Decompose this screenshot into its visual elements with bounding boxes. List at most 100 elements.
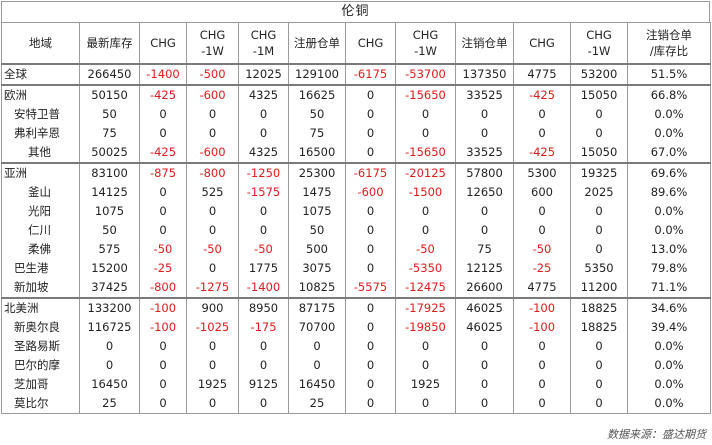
value-cell: -5575 xyxy=(345,278,396,298)
value-cell: 0 xyxy=(345,297,396,318)
table-row: 釜山 14125 0 525 -1575 1475 -600 -1500 12650 600 202… xyxy=(1,183,711,202)
table-row: 光阳 1075 0 0 0 1075 0 0 0 0 0 0.0% xyxy=(1,202,711,221)
value-cell: 25300 xyxy=(288,162,346,183)
value-cell: 0 xyxy=(139,221,187,240)
value-cell: 0.0% xyxy=(627,394,711,414)
value-cell: 0 xyxy=(455,356,514,375)
value-cell: 600 xyxy=(513,183,571,202)
value-cell: -500 xyxy=(186,63,239,85)
value-cell: 25 xyxy=(288,394,346,414)
value-cell: 51.5% xyxy=(627,63,711,85)
value-cell: 0 xyxy=(345,124,396,143)
region-name: 全球 xyxy=(1,63,80,85)
value-cell: 0 xyxy=(395,394,456,414)
value-cell: -100 xyxy=(139,297,187,318)
table-row: 新加坡 37425 -800 -1275 -1400 10825 -5575 -12475 26… xyxy=(1,278,711,298)
value-cell: 15050 xyxy=(570,84,628,105)
value-cell: 0.0% xyxy=(627,105,711,124)
value-cell: 87175 xyxy=(288,297,346,318)
value-cell: -20125 xyxy=(395,162,456,183)
value-cell: 15050 xyxy=(570,143,628,163)
value-cell: 0 xyxy=(139,105,187,124)
value-cell: 83100 xyxy=(79,162,140,183)
value-cell: -425 xyxy=(139,143,187,163)
value-cell: 0 xyxy=(238,394,289,414)
value-cell: 0.0% xyxy=(627,375,711,394)
value-cell: 0 xyxy=(455,394,514,414)
value-cell: 0 xyxy=(186,259,239,278)
data-source-note: 数据来源：盛达期货 xyxy=(607,428,706,441)
value-cell: 1925 xyxy=(395,375,456,394)
value-cell: 0 xyxy=(186,202,239,221)
value-cell: 0 xyxy=(513,375,571,394)
value-cell: 525 xyxy=(186,183,239,202)
value-cell: -53700 xyxy=(395,63,456,85)
value-cell: -6175 xyxy=(345,162,396,183)
value-cell: -425 xyxy=(139,84,187,105)
value-cell: 0 xyxy=(139,337,187,356)
value-cell: -1025 xyxy=(186,318,239,337)
value-cell: 0 xyxy=(139,183,187,202)
value-cell: 16450 xyxy=(288,375,346,394)
value-cell: 66.8% xyxy=(627,84,711,105)
region-name: 莫比尔 xyxy=(1,394,80,414)
value-cell: 16450 xyxy=(79,375,140,394)
value-cell: -1275 xyxy=(186,278,239,298)
value-cell: 16500 xyxy=(288,143,346,163)
region-name: 釜山 xyxy=(1,183,80,202)
value-cell: 13.0% xyxy=(627,240,711,259)
value-cell: 0 xyxy=(570,356,628,375)
region-name: 巴生港 xyxy=(1,259,80,278)
value-cell: 2025 xyxy=(570,183,628,202)
value-cell: 0.0% xyxy=(627,124,711,143)
value-cell: 15200 xyxy=(79,259,140,278)
value-cell: 71.1% xyxy=(627,278,711,298)
value-cell: 900 xyxy=(186,297,239,318)
column-header: 最新库存 xyxy=(79,22,140,65)
value-cell: -600 xyxy=(186,84,239,105)
region-name: 安特卫普 xyxy=(1,105,80,124)
value-cell: -50 xyxy=(513,240,571,259)
region-name: 巴尔的摩 xyxy=(1,356,80,375)
value-cell: 75 xyxy=(79,124,140,143)
column-header: CHG -1W xyxy=(186,22,239,65)
value-cell: 0 xyxy=(570,394,628,414)
value-cell: -600 xyxy=(186,143,239,163)
value-cell: 5350 xyxy=(570,259,628,278)
value-cell: 0 xyxy=(455,124,514,143)
value-cell: -50 xyxy=(139,240,187,259)
value-cell: 5300 xyxy=(513,162,571,183)
value-cell: 0 xyxy=(139,394,187,414)
table-row: 北美洲 133200 -100 900 8950 87175 0 -17925 46025 -10… xyxy=(1,297,711,318)
value-cell: 12650 xyxy=(455,183,514,202)
value-cell: 0 xyxy=(513,356,571,375)
value-cell: 9125 xyxy=(238,375,289,394)
value-cell: 12025 xyxy=(238,63,289,85)
value-cell: -1250 xyxy=(238,162,289,183)
table-row: 新奥尔良 116725 -100 -1025 -175 70700 0 -19850 46025… xyxy=(1,318,711,337)
value-cell: 0 xyxy=(345,259,396,278)
region-name: 北美洲 xyxy=(1,297,80,318)
column-header: CHG xyxy=(513,22,571,65)
value-cell: 53200 xyxy=(570,63,628,85)
value-cell: -1500 xyxy=(395,183,456,202)
inventory-table: 地域 最新库存 CHG CHG -1W CHG -1M 注册仓单 CHG CHG -1W 注销仓单 CH… xyxy=(1,22,711,414)
value-cell: 0 xyxy=(395,202,456,221)
value-cell: 0 xyxy=(345,337,396,356)
column-header: 注册仓单 xyxy=(288,22,346,65)
table-row: 安特卫普 50 0 0 0 50 0 0 0 0 0 0.0% xyxy=(1,105,711,124)
column-header: CHG xyxy=(345,22,396,65)
value-cell: 46025 xyxy=(455,297,514,318)
value-cell: 0 xyxy=(139,375,187,394)
value-cell: 0 xyxy=(238,356,289,375)
value-cell: 1925 xyxy=(186,375,239,394)
value-cell: 0 xyxy=(570,240,628,259)
value-cell: 0 xyxy=(513,202,571,221)
value-cell: 0 xyxy=(139,356,187,375)
value-cell: 57800 xyxy=(455,162,514,183)
value-cell: -15650 xyxy=(395,143,456,163)
table-row: 仁川 50 0 0 0 50 0 0 0 0 0 0.0% xyxy=(1,221,711,240)
value-cell: 50 xyxy=(79,105,140,124)
value-cell: 1475 xyxy=(288,183,346,202)
